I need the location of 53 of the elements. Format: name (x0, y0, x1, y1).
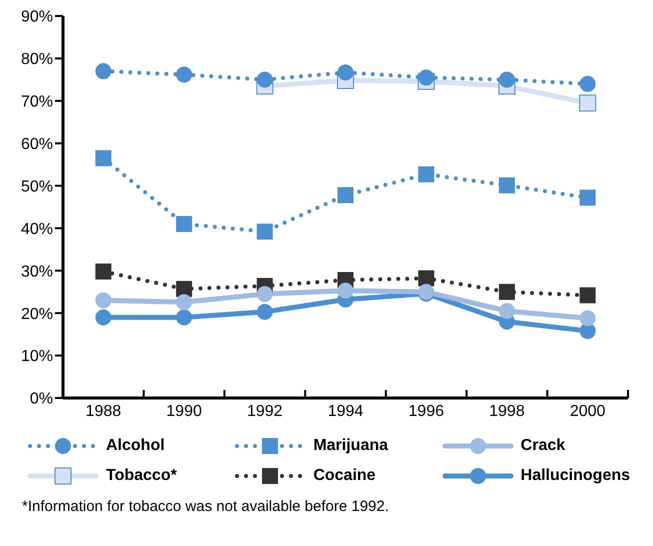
point (338, 282, 354, 299)
x-tick-label: 1992 (246, 403, 283, 420)
x-tick-label: 1994 (328, 403, 364, 420)
point (176, 280, 192, 297)
legend-label: Cocaine (313, 467, 376, 485)
point (95, 264, 112, 280)
x-tick-label: 2000 (570, 403, 606, 420)
point (95, 309, 112, 326)
y-tick-label: 40% (20, 220, 53, 238)
point (580, 287, 596, 304)
legend-label: Alcohol (106, 437, 165, 455)
x-tick-label: 1996 (408, 403, 444, 420)
y-tick-label: 50% (20, 178, 53, 196)
y-tick-label: 10% (20, 348, 53, 366)
x-tick-label: 1988 (86, 403, 122, 420)
y-tick-label: 60% (20, 136, 53, 154)
legend-label: Tobacco* (106, 467, 177, 485)
legend-label: Crack (520, 437, 566, 455)
y-tick-label: 0% (30, 390, 53, 408)
y-tick-label: 90% (20, 8, 53, 26)
point (580, 76, 596, 92)
x-tick-label: 1990 (166, 403, 202, 420)
y-tick-label: 80% (20, 51, 53, 68)
legend-label: Marijuana (313, 437, 388, 455)
point (176, 294, 192, 310)
point (256, 224, 273, 240)
point (338, 187, 354, 204)
point (95, 150, 112, 166)
point (418, 166, 434, 182)
point (498, 302, 515, 319)
point (418, 270, 434, 286)
point (498, 284, 515, 300)
point (176, 216, 192, 232)
point (579, 94, 596, 112)
point (95, 292, 112, 308)
point (256, 72, 273, 88)
y-tick-label: 30% (20, 263, 53, 280)
point (580, 190, 596, 206)
point (256, 304, 273, 320)
point (498, 177, 515, 194)
point (176, 66, 192, 83)
point (580, 310, 596, 326)
point (176, 309, 192, 326)
text: *Information for tobacco was not available before 1992. (21, 498, 390, 515)
x-tick-label: 1998 (489, 403, 525, 420)
point (256, 286, 273, 302)
point (95, 63, 112, 80)
point (498, 72, 515, 88)
y-tick-label: 70% (20, 94, 53, 111)
y-tick-label: 20% (20, 306, 53, 323)
point (418, 70, 434, 86)
point (338, 64, 354, 80)
legend-label: Hallucinogens (520, 467, 630, 485)
